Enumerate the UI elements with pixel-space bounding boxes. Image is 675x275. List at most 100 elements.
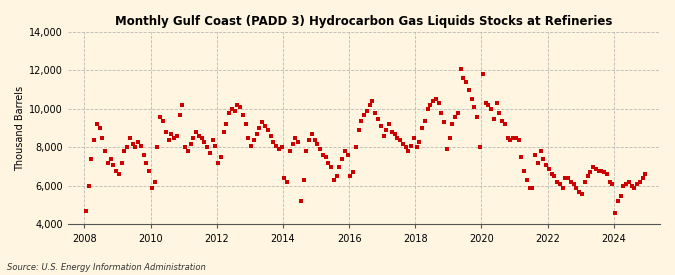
Point	[419, 118, 430, 123]
Point	[116, 161, 127, 165]
Point	[243, 136, 254, 140]
Point	[549, 174, 560, 178]
Point	[260, 124, 271, 128]
Point	[254, 126, 265, 130]
Point	[238, 112, 248, 117]
Point	[265, 134, 276, 138]
Point	[447, 122, 458, 127]
Point	[395, 138, 406, 142]
Point	[533, 161, 543, 165]
Point	[582, 174, 593, 178]
Point	[144, 168, 155, 173]
Point	[433, 101, 444, 105]
Point	[182, 149, 193, 153]
Point	[414, 139, 425, 144]
Point	[271, 143, 281, 148]
Point	[489, 116, 500, 121]
Point	[97, 136, 108, 140]
Point	[268, 139, 279, 144]
Point	[111, 168, 122, 173]
Point	[518, 168, 529, 173]
Point	[180, 145, 190, 150]
Point	[218, 130, 229, 134]
Point	[207, 138, 218, 142]
Point	[196, 136, 207, 140]
Point	[599, 170, 610, 175]
Point	[406, 143, 416, 148]
Point	[477, 72, 488, 76]
Point	[171, 134, 182, 138]
Point	[161, 130, 171, 134]
Point	[558, 186, 568, 190]
Point	[381, 128, 392, 132]
Point	[551, 180, 562, 184]
Point	[591, 166, 601, 171]
Point	[596, 168, 607, 173]
Point	[571, 186, 582, 190]
Point	[202, 145, 213, 150]
Point	[423, 107, 433, 111]
Point	[510, 136, 521, 140]
Point	[240, 122, 251, 127]
Point	[301, 149, 312, 153]
Point	[166, 132, 177, 136]
Point	[340, 149, 350, 153]
Point	[436, 111, 447, 115]
Point	[612, 199, 623, 204]
Point	[221, 122, 232, 127]
Point	[194, 134, 205, 138]
Point	[535, 149, 546, 153]
Point	[411, 145, 422, 150]
Point	[281, 180, 292, 184]
Point	[136, 143, 146, 148]
Point	[425, 103, 436, 107]
Point	[345, 174, 356, 178]
Point	[408, 136, 419, 140]
Point	[103, 161, 113, 165]
Point	[323, 161, 334, 165]
Point	[326, 164, 337, 169]
Point	[522, 178, 533, 182]
Point	[309, 138, 320, 142]
Point	[227, 107, 238, 111]
Point	[629, 186, 640, 190]
Point	[483, 103, 493, 107]
Point	[248, 138, 259, 142]
Point	[342, 153, 353, 157]
Y-axis label: Thousand Barrels: Thousand Barrels	[15, 86, 25, 171]
Point	[367, 99, 378, 103]
Point	[375, 124, 386, 128]
Point	[256, 120, 267, 125]
Point	[155, 114, 165, 119]
Point	[334, 164, 345, 169]
Point	[560, 176, 571, 180]
Point	[461, 80, 472, 84]
Point	[152, 145, 163, 150]
Point	[174, 112, 185, 117]
Point	[480, 101, 491, 105]
Point	[364, 103, 375, 107]
Point	[563, 176, 574, 180]
Point	[298, 178, 309, 182]
Point	[315, 147, 325, 152]
Point	[128, 141, 138, 146]
Point	[500, 122, 510, 127]
Point	[466, 97, 477, 101]
Point	[290, 136, 301, 140]
Point	[505, 138, 516, 142]
Point	[88, 138, 99, 142]
Point	[566, 180, 576, 184]
Point	[185, 141, 196, 146]
Point	[502, 136, 513, 140]
Point	[621, 182, 632, 186]
Point	[100, 149, 111, 153]
Point	[223, 111, 234, 115]
Point	[230, 109, 240, 113]
Point	[138, 153, 149, 157]
Point	[80, 209, 91, 213]
Point	[637, 176, 648, 180]
Point	[456, 66, 466, 71]
Point	[585, 170, 595, 175]
Point	[279, 176, 290, 180]
Point	[213, 161, 223, 165]
